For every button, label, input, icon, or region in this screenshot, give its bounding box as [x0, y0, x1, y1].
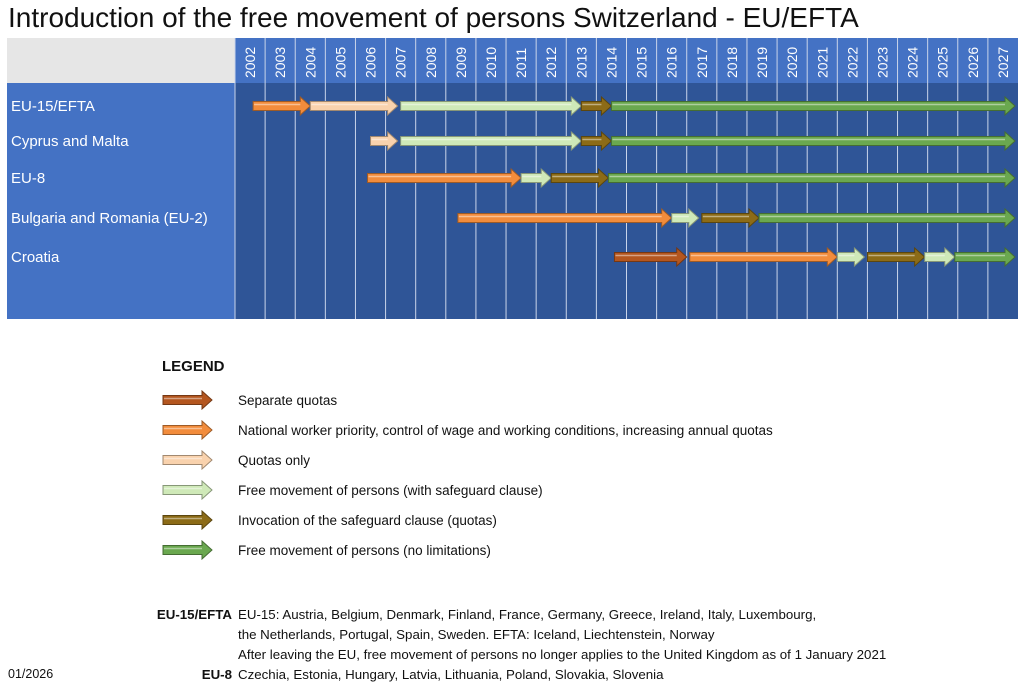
footnote-eu15-line: EU-15: Austria, Belgium, Denmark, Finlan… [238, 607, 817, 622]
year-tick-label: 2026 [965, 47, 981, 78]
year-tick-label: 2018 [724, 47, 740, 78]
row-label: EU-8 [11, 170, 45, 187]
year-tick-label: 2002 [242, 47, 258, 78]
arrow-free [954, 246, 1016, 268]
arrow-separate_quotas [162, 390, 213, 410]
legend-arrow-icon [162, 480, 213, 500]
arrow-invocation [866, 246, 926, 268]
year-tick-label: 2020 [784, 47, 800, 78]
year-tick-label: 2027 [995, 47, 1011, 78]
legend-arrow-icon [162, 510, 213, 530]
arrow-national_priority [162, 420, 213, 440]
arrow-separate_quotas [613, 246, 688, 268]
arrow-free_safeguard [520, 167, 552, 189]
year-tick-label: 2022 [844, 47, 860, 78]
year-tick-label: 2019 [754, 47, 770, 78]
legend-title: LEGEND [162, 358, 225, 375]
legend-item: Free movement of persons (no limitations… [162, 540, 491, 560]
legend-label: Separate quotas [238, 392, 338, 408]
legend-arrow-icon [162, 540, 213, 560]
arrow-invocation [580, 95, 613, 117]
arrow-quotas_only [309, 95, 399, 117]
year-tick-label: 2013 [573, 47, 589, 78]
timeline-chart: 2002 2003 2004 2005 2006 2007 2008 2009 2010 2011… [7, 38, 1018, 319]
row-label-column [7, 83, 235, 319]
year-tick-label: 2007 [393, 47, 409, 78]
legend-label: National worker priority, control of wag… [238, 422, 773, 438]
year-tick-label: 2009 [453, 47, 469, 78]
footnote-eu15-line: the Netherlands, Portugal, Spain, Sweden… [238, 627, 715, 642]
legend-label: Invocation of the safeguard clause (quot… [238, 512, 497, 528]
year-tick-label: 2023 [874, 47, 890, 78]
arrow-free [162, 540, 213, 560]
footnote-eu15-line: After leaving the EU, free movement of p… [238, 647, 887, 662]
date-label: 01/2026 [8, 667, 54, 681]
legend-item: Quotas only [162, 450, 310, 470]
arrow-invocation [550, 167, 610, 189]
arrow-free_safeguard [836, 246, 866, 268]
year-tick-label: 2010 [483, 47, 499, 78]
arrow-free [607, 167, 1016, 189]
header-corner [7, 38, 235, 83]
arrow-quotas_only [162, 450, 213, 470]
row-label: Croatia [11, 249, 60, 266]
arrow-free [758, 207, 1016, 229]
arrow-quotas_only [370, 130, 399, 152]
arrow-invocation [580, 130, 613, 152]
year-tick-label: 2008 [423, 47, 439, 78]
legend-arrow-icon [162, 420, 213, 440]
year-tick-label: 2012 [543, 47, 559, 78]
arrow-free_safeguard [924, 246, 956, 268]
arrow-national_priority [367, 167, 522, 189]
arrow-free [610, 130, 1016, 152]
arrow-free [610, 95, 1016, 117]
year-tick-label: 2021 [814, 47, 830, 78]
legend-label: Free movement of persons (no limitations… [238, 542, 491, 558]
year-tick-label: 2006 [363, 47, 379, 78]
year-tick-label: 2017 [694, 47, 710, 78]
legend-item: Invocation of the safeguard clause (quot… [162, 510, 497, 530]
year-tick-label: 2004 [302, 47, 318, 78]
legend-item: National worker priority, control of wag… [162, 420, 773, 440]
arrow-free_safeguard [400, 130, 583, 152]
footnote-eu8-text: Czechia, Estonia, Hungary, Latvia, Lithu… [238, 667, 664, 682]
legend-arrow-icon [162, 450, 213, 470]
arrow-national_priority [689, 246, 839, 268]
legend-item: Separate quotas [162, 390, 337, 410]
row-label: Bulgaria and Romania (EU-2) [11, 210, 208, 227]
arrow-free_safeguard [400, 95, 583, 117]
legend-arrow-icon [162, 390, 213, 410]
page-title: Introduction of the free movement of per… [8, 2, 859, 33]
legend-label: Free movement of persons (with safeguard… [238, 482, 543, 498]
year-tick-label: 2025 [935, 47, 951, 78]
arrow-national_priority [252, 95, 312, 117]
arrow-invocation [701, 207, 760, 229]
year-tick-label: 2024 [905, 47, 921, 78]
year-tick-label: 2015 [634, 47, 650, 78]
footnote-eu8-label: EU-8 [201, 667, 232, 682]
year-tick-label: 2014 [603, 47, 619, 78]
year-tick-label: 2016 [664, 47, 680, 78]
row-label: EU-15/EFTA [11, 98, 95, 115]
arrow-free_safeguard [162, 480, 213, 500]
footnote-eu15-label: EU-15/EFTA [156, 607, 232, 622]
row-label: Cyprus and Malta [11, 133, 129, 150]
year-tick-label: 2011 [513, 48, 529, 78]
legend-label: Quotas only [238, 452, 311, 468]
arrow-invocation [162, 510, 213, 530]
year-tick-label: 2003 [272, 47, 288, 78]
legend-item: Free movement of persons (with safeguard… [162, 480, 543, 500]
year-tick-label: 2005 [332, 47, 348, 78]
arrow-free_safeguard [671, 207, 700, 229]
arrow-national_priority [457, 207, 673, 229]
